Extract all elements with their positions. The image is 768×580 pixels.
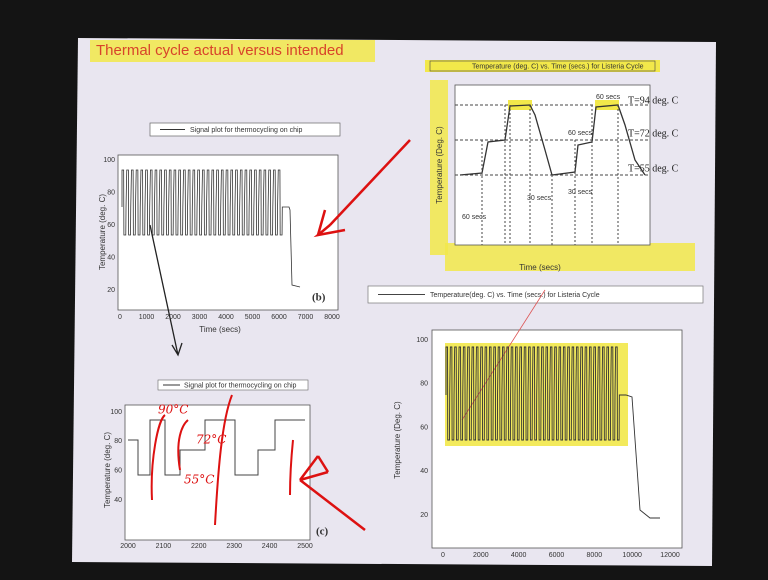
duration-label: 30 secs (527, 195, 552, 202)
y-tick-label: 40 (114, 497, 122, 504)
x-tick-label: 8000 (324, 314, 340, 321)
x-tick-label: 10000 (622, 552, 642, 559)
slide-photo: Thermal cycle actual versus intended Sig… (0, 0, 768, 580)
x-tick-label: 2400 (262, 543, 278, 550)
handwritten-note: 55°C (184, 473, 214, 487)
x-tick-label: 2200 (191, 543, 207, 550)
y-tick-label: 40 (107, 254, 115, 261)
x-tick-label: 2000 (120, 543, 136, 550)
legend-text: Signal plot for thermocycling on chip (190, 127, 303, 134)
duration-label: 60 secs (568, 130, 593, 137)
x-tick-label: 6000 (549, 552, 565, 559)
panel-label: (c) (316, 526, 329, 538)
x-tick-label: 2000 (473, 552, 489, 559)
y-axis-label: Temperature (Deg. C) (393, 401, 402, 479)
x-axis-label: Time (secs) (519, 263, 561, 272)
y-tick-label: 20 (420, 512, 428, 519)
y-axis-label: Temperature (deg. C) (103, 432, 112, 508)
duration-label: 60 secs (596, 94, 621, 101)
y-tick-label: 20 (107, 287, 115, 294)
y-tick-label: 80 (107, 189, 115, 196)
x-tick-label: 5000 (245, 314, 261, 321)
duration-label: 60 secs (462, 214, 487, 221)
duration-label: 30 secs (568, 189, 593, 196)
level-label: T=55 deg. C (628, 163, 679, 174)
x-tick-label: 2100 (156, 543, 172, 550)
level-label: T=94 deg. C (628, 95, 679, 106)
y-tick-label: 60 (114, 468, 122, 475)
x-tick-label: 1000 (139, 314, 155, 321)
y-tick-label: 80 (114, 438, 122, 445)
x-tick-label: 3000 (192, 314, 208, 321)
legend-text: Signal plot for thermocycling on chip (184, 382, 297, 389)
legend-text: Temperature(deg. C) vs. Time (secs.) for… (430, 292, 600, 299)
x-tick-label: 4000 (511, 552, 527, 559)
slide-title: Thermal cycle actual versus intended (96, 42, 344, 59)
y-tick-label: 60 (420, 424, 428, 431)
y-tick-label: 80 (420, 381, 428, 388)
handwritten-note: 90°C (158, 403, 188, 417)
x-tick-label: 2000 (165, 314, 181, 321)
y-tick-label: 100 (110, 409, 122, 416)
x-tick-label: 7000 (298, 314, 314, 321)
x-tick-label: 4000 (218, 314, 234, 321)
y-tick-label: 100 (416, 337, 428, 344)
x-axis-label: Time (secs) (199, 325, 241, 334)
handwritten-note: 72°C (196, 433, 226, 447)
x-tick-label: 6000 (271, 314, 287, 321)
y-tick-label: 60 (107, 222, 115, 229)
y-tick-label: 100 (103, 157, 115, 164)
x-tick-label: 0 (118, 314, 122, 321)
y-axis-label: Temperature (deg. C) (98, 194, 107, 270)
x-tick-label: 8000 (587, 552, 603, 559)
x-tick-label: 0 (441, 552, 445, 559)
panel-label: (b) (312, 292, 326, 304)
x-tick-label: 12000 (660, 552, 680, 559)
level-label: T=72 deg. C (628, 128, 679, 139)
y-tick-label: 40 (420, 468, 428, 475)
x-tick-label: 2500 (297, 543, 313, 550)
y-axis-label: Temperature (Deg. C) (435, 126, 444, 204)
highlight (445, 243, 695, 271)
x-tick-label: 2300 (226, 543, 242, 550)
legend-text: Temperature (deg. C) vs. Time (secs.) fo… (472, 63, 644, 70)
